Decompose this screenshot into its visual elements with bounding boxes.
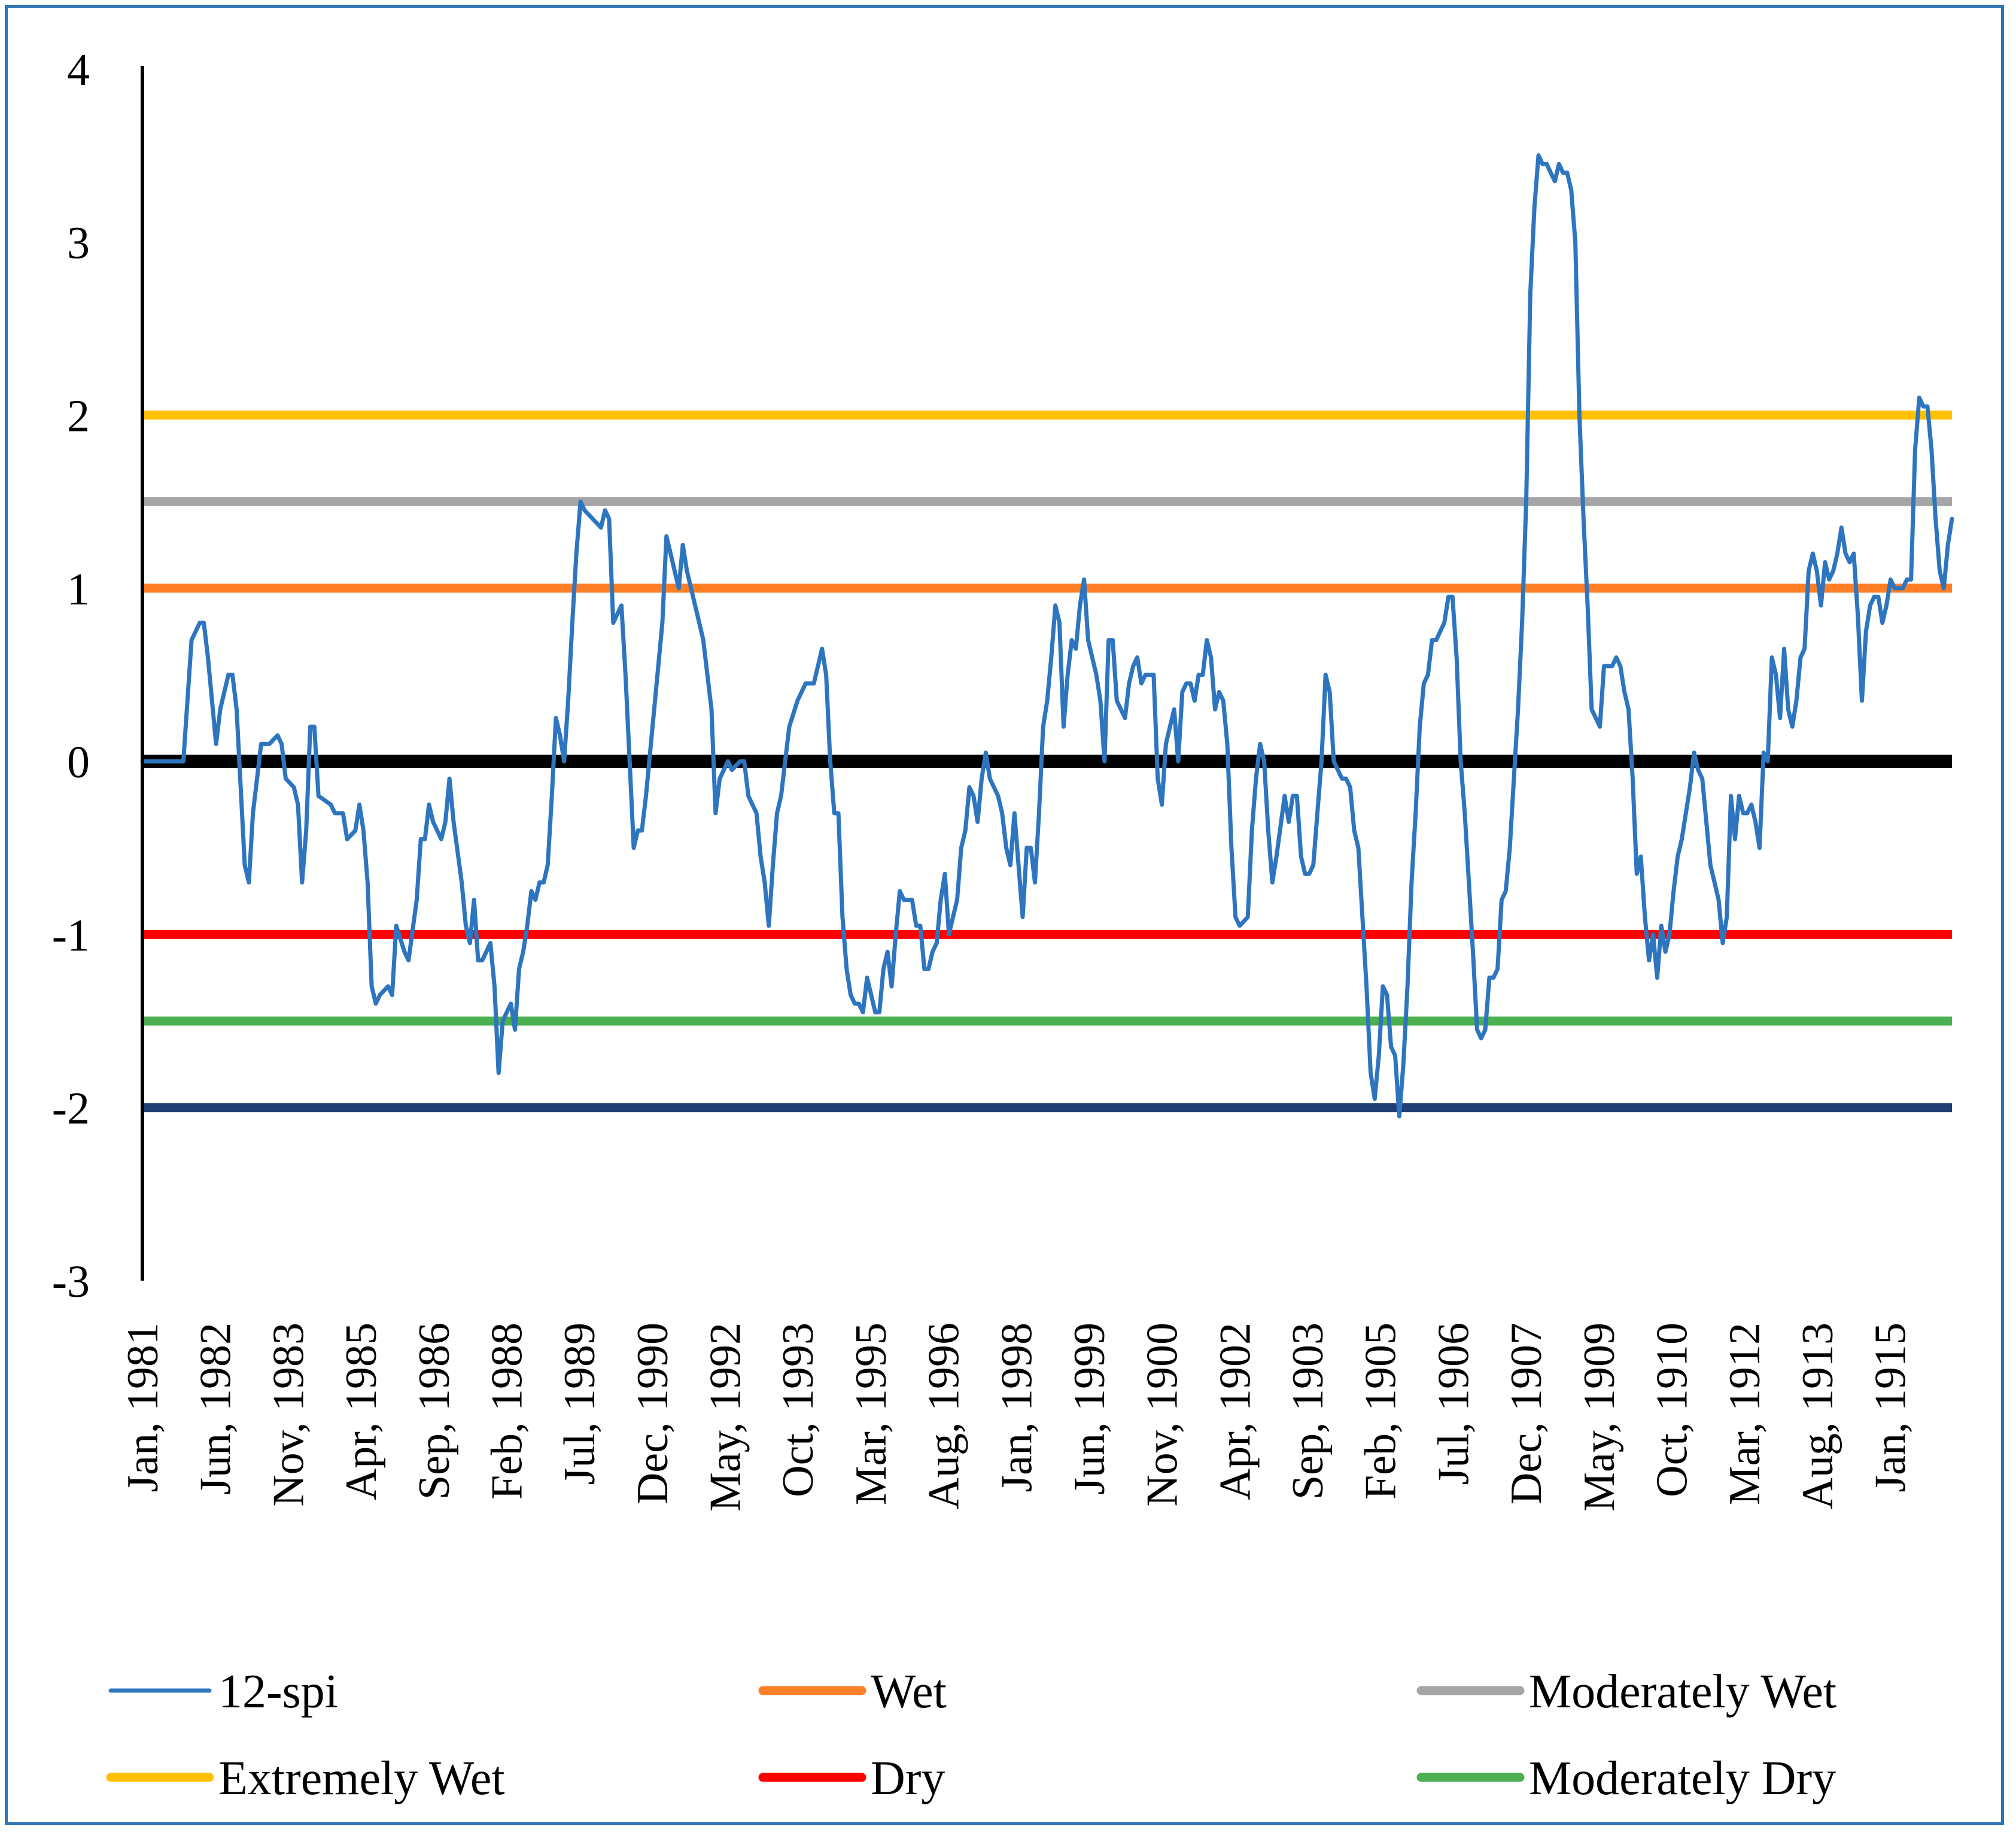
- y-tick-label: 1: [67, 564, 90, 615]
- y-tick-label: -3: [52, 1257, 90, 1307]
- x-tick-label: Oct, 1993: [774, 1323, 823, 1497]
- x-tick-label: Oct, 1910: [1647, 1323, 1696, 1497]
- x-tick-label: Feb, 1988: [482, 1323, 531, 1500]
- y-tick-label: 4: [67, 45, 90, 95]
- x-axis: Jan, 1981 Jun, 1982 Nov, 1983 Apr, 1985 Sep,…: [118, 1323, 1915, 1512]
- x-tick-label: Dec, 1990: [628, 1323, 677, 1504]
- x-tick-label: Aug, 1913: [1793, 1323, 1842, 1509]
- x-tick-label: Jan, 1915: [1866, 1323, 1915, 1492]
- x-tick-label: Dec, 1907: [1502, 1323, 1551, 1504]
- y-tick-label: 0: [67, 737, 90, 788]
- x-tick-label: Jul, 1989: [555, 1323, 604, 1485]
- x-tick-label: Apr, 1985: [337, 1323, 386, 1500]
- y-tick-label: -1: [52, 910, 90, 960]
- series-line-12-spi: [140, 153, 1954, 1118]
- x-tick-label: Jun, 1982: [191, 1323, 241, 1495]
- legend-label: Moderately Wet: [1529, 1665, 1836, 1718]
- y-tick-label: 2: [67, 391, 90, 442]
- x-tick-label: May, 1992: [701, 1323, 750, 1512]
- y-tick-label: 3: [67, 218, 90, 268]
- y-tick-label: -2: [52, 1084, 90, 1134]
- x-tick-label: Sep, 1986: [410, 1323, 459, 1500]
- x-tick-label: Aug, 1996: [920, 1323, 969, 1509]
- x-tick-label: Jun, 1999: [1065, 1323, 1114, 1495]
- legend-label: Wet: [871, 1665, 947, 1718]
- legend-label: Extremely Wet: [218, 1752, 505, 1805]
- series-layer: [140, 153, 1954, 1118]
- x-tick-label: Sep, 1903: [1284, 1323, 1333, 1500]
- x-tick-label: Feb, 1905: [1357, 1323, 1406, 1500]
- legend: 12-spi Wet Moderately Wet Extremely Wet Dry M…: [106, 1665, 1836, 1805]
- x-tick-label: Mar, 1995: [847, 1323, 896, 1505]
- x-tick-label: Nov, 1900: [1138, 1323, 1187, 1507]
- legend-label: 12-spi: [218, 1665, 338, 1718]
- x-tick-label: Jul, 1906: [1429, 1323, 1478, 1485]
- threshold-lines: [142, 411, 1952, 1112]
- x-tick-label: Jan, 1998: [992, 1323, 1041, 1492]
- x-tick-label: Nov, 1983: [264, 1323, 313, 1507]
- legend-label: Moderately Dry: [1529, 1752, 1836, 1805]
- x-tick-label: Mar, 1912: [1720, 1323, 1769, 1505]
- x-tick-label: Apr, 1902: [1211, 1323, 1260, 1500]
- x-tick-label: May, 1909: [1575, 1323, 1624, 1512]
- x-tick-label: Jan, 1981: [118, 1323, 168, 1492]
- y-axis: 4 3 2 1 0 -1 -2 -3: [52, 45, 144, 1307]
- legend-label: Dry: [871, 1752, 945, 1805]
